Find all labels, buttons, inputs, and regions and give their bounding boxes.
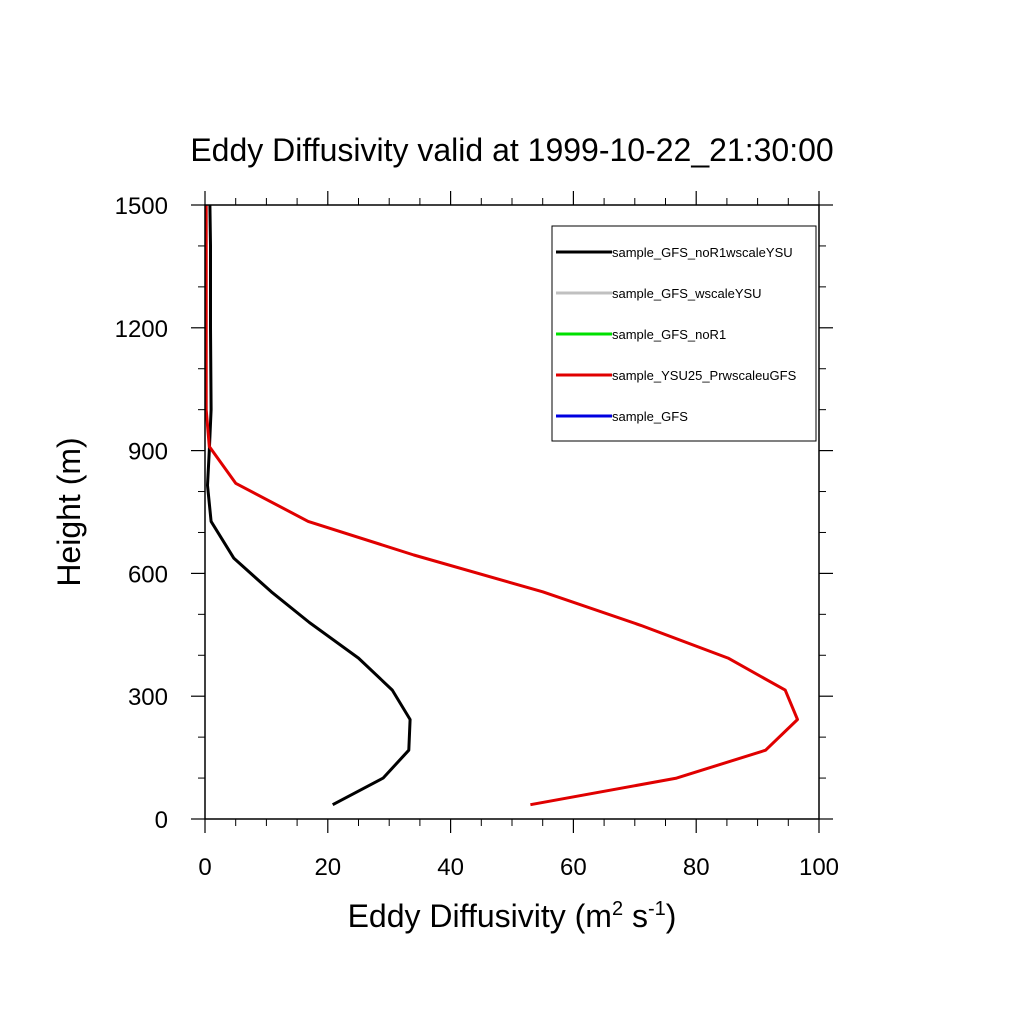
x-tick-label: 80 [683, 854, 710, 881]
legend: sample_GFS_noR1wscaleYSU sample_GFS_wscal… [551, 225, 817, 442]
legend-label-1: sample_GFS_wscaleYSU [612, 286, 762, 301]
x-tick-label: 0 [198, 854, 211, 881]
x-axis-label: Eddy Diffusivity (m2 s-1) [348, 898, 677, 934]
x-axis-label-sup2: -1 [648, 898, 666, 920]
y-axis-label: Height (m) [51, 437, 87, 586]
y-tick-label: 1200 [115, 316, 168, 343]
axis-ticks [191, 191, 833, 833]
plot-frame [204, 204, 820, 820]
legend-label-2: sample_GFS_noR1 [612, 327, 726, 342]
y-tick-label: 900 [128, 439, 168, 466]
legend-label-4: sample_GFS [612, 409, 688, 424]
x-tick-label: 100 [799, 854, 839, 881]
y-tick-label: 0 [155, 807, 168, 834]
y-tick-label: 1500 [115, 193, 168, 220]
x-tick-label: 60 [560, 854, 587, 881]
x-axis-label-mid: s [623, 898, 648, 934]
chart-title: Eddy Diffusivity valid at 1999-10-22_21:… [190, 132, 833, 168]
series-line-3 [204, 205, 799, 807]
x-tick-label: 20 [314, 854, 341, 881]
x-tick-label: 40 [437, 854, 464, 881]
tick-labels: 0 20 40 60 80 100 0 300 600 900 1200 1500 [115, 193, 839, 881]
x-axis-label-end: ) [666, 898, 677, 934]
y-tick-label: 300 [128, 684, 168, 711]
x-axis-label-main: Eddy Diffusivity (m [348, 898, 612, 934]
series-lines [204, 204, 799, 807]
legend-label-3: sample_YSU25_PrwscaleuGFS [612, 368, 797, 383]
y-tick-label: 600 [128, 561, 168, 588]
series-line-0 [206, 204, 412, 807]
x-axis-label-sup1: 2 [612, 898, 623, 920]
legend-label-0: sample_GFS_noR1wscaleYSU [612, 245, 793, 260]
